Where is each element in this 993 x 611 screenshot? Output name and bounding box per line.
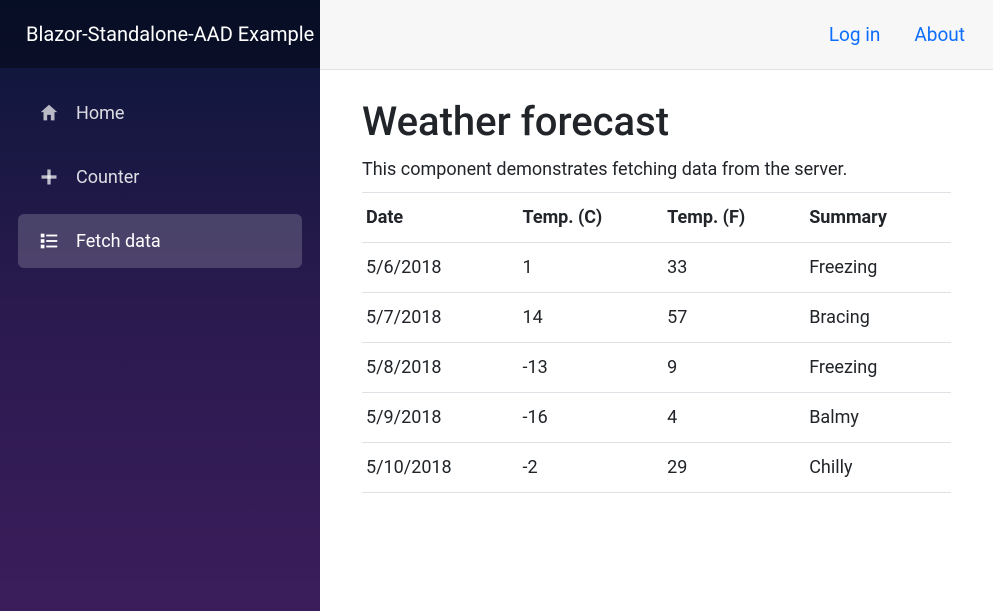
cell-summary: Bracing <box>809 293 951 343</box>
sidebar-item-counter[interactable]: Counter <box>18 150 302 204</box>
content: Weather forecast This component demonstr… <box>320 70 993 611</box>
cell-summary: Balmy <box>809 393 951 443</box>
cell-date: 5/8/2018 <box>362 343 523 393</box>
brand-title: Blazor-Standalone-AAD Example <box>0 0 320 68</box>
cell-temp-c: -2 <box>523 443 668 493</box>
cell-date: 5/6/2018 <box>362 243 523 293</box>
sidebar-item-label: Fetch data <box>76 231 161 252</box>
list-icon <box>38 230 60 252</box>
sidebar-item-fetch-data[interactable]: Fetch data <box>18 214 302 268</box>
table-row: 5/7/2018 14 57 Bracing <box>362 293 951 343</box>
cell-temp-f: 57 <box>667 293 809 343</box>
table-row: 5/6/2018 1 33 Freezing <box>362 243 951 293</box>
cell-summary: Chilly <box>809 443 951 493</box>
cell-date: 5/10/2018 <box>362 443 523 493</box>
sidebar-item-label: Home <box>76 103 124 124</box>
table-row: 5/10/2018 -2 29 Chilly <box>362 443 951 493</box>
column-header: Temp. (F) <box>667 193 809 243</box>
table-row: 5/8/2018 -13 9 Freezing <box>362 343 951 393</box>
sidebar-item-home[interactable]: Home <box>18 86 302 140</box>
cell-temp-c: -13 <box>523 343 668 393</box>
table-row: 5/9/2018 -16 4 Balmy <box>362 393 951 443</box>
cell-temp-c: 14 <box>523 293 668 343</box>
column-header: Summary <box>809 193 951 243</box>
cell-summary: Freezing <box>809 343 951 393</box>
sidebar: Blazor-Standalone-AAD Example Home Count… <box>0 0 320 611</box>
cell-temp-f: 33 <box>667 243 809 293</box>
cell-summary: Freezing <box>809 243 951 293</box>
column-header: Temp. (C) <box>523 193 668 243</box>
page-title: Weather forecast <box>362 98 951 145</box>
cell-temp-c: 1 <box>523 243 668 293</box>
cell-temp-f: 9 <box>667 343 809 393</box>
about-link[interactable]: About <box>914 23 965 46</box>
cell-date: 5/9/2018 <box>362 393 523 443</box>
sidebar-nav: Home Counter Fetch data <box>0 68 320 286</box>
table-header-row: Date Temp. (C) Temp. (F) Summary <box>362 193 951 243</box>
cell-temp-f: 29 <box>667 443 809 493</box>
main: Log in About Weather forecast This compo… <box>320 0 993 611</box>
cell-date: 5/7/2018 <box>362 293 523 343</box>
sidebar-item-label: Counter <box>76 167 139 188</box>
top-bar: Log in About <box>320 0 993 70</box>
column-header: Date <box>362 193 523 243</box>
cell-temp-c: -16 <box>523 393 668 443</box>
plus-icon <box>38 166 60 188</box>
login-link[interactable]: Log in <box>829 23 881 46</box>
forecast-table: Date Temp. (C) Temp. (F) Summary 5/6/201… <box>362 192 951 493</box>
home-icon <box>38 102 60 124</box>
cell-temp-f: 4 <box>667 393 809 443</box>
page-subtitle: This component demonstrates fetching dat… <box>362 159 951 180</box>
